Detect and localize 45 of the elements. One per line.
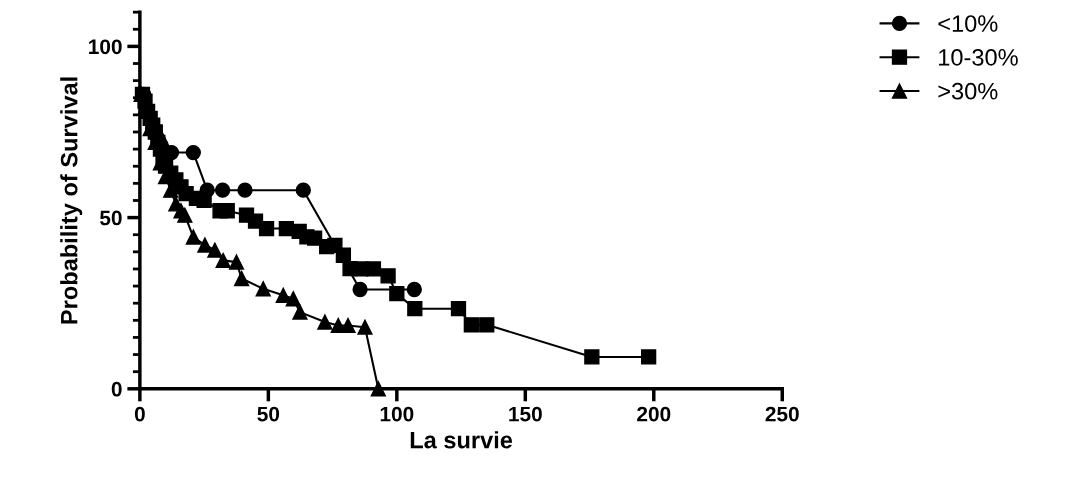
point [295, 182, 311, 198]
point [233, 270, 250, 287]
x-axis-title: La survie [410, 431, 513, 449]
point [584, 349, 600, 365]
point [228, 254, 245, 270]
x-tick-label: 50 [257, 406, 280, 422]
y-tick-label: 0 [111, 381, 122, 397]
point [365, 261, 382, 277]
point [219, 203, 235, 219]
point [292, 304, 308, 320]
point [214, 182, 231, 198]
y-axis-title: Probability of Survival [60, 77, 83, 324]
y-tick-label: 100 [89, 39, 122, 55]
x-tick-label: 150 [509, 406, 542, 422]
x-tick-label: 100 [380, 406, 414, 422]
point [640, 349, 657, 365]
point [450, 301, 467, 317]
legend-label: 10-30% [939, 49, 1018, 66]
point [352, 281, 368, 298]
point [380, 268, 396, 284]
y-tick-label: 50 [99, 210, 122, 226]
point [185, 229, 201, 245]
point [407, 301, 423, 317]
point [237, 182, 253, 198]
point [177, 207, 193, 223]
point [479, 317, 495, 333]
legend-label: <10% [938, 15, 998, 32]
x-tick-label: 200 [637, 406, 671, 422]
point [285, 291, 301, 307]
x-tick-label: 0 [134, 406, 145, 422]
point [389, 285, 405, 302]
point [215, 252, 231, 269]
point [275, 287, 291, 303]
legend-label: >30% [938, 82, 998, 100]
point [317, 314, 333, 330]
point [185, 144, 201, 161]
point [255, 281, 271, 297]
point [463, 317, 479, 333]
point [258, 220, 275, 237]
point [335, 247, 352, 263]
point [406, 281, 422, 298]
point [197, 237, 213, 253]
point [207, 242, 223, 258]
x-tick-label: 250 [765, 406, 799, 422]
point [357, 319, 373, 335]
